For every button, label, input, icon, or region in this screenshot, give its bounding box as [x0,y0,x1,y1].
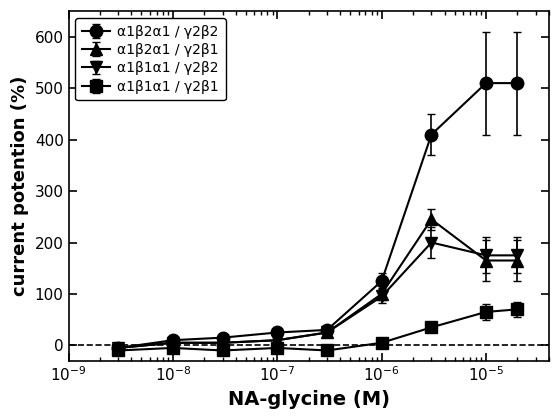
Legend: α1β2α1 / γ2β2, α1β2α1 / γ2β1, α1β1α1 / γ2β2, α1β1α1 / γ2β1: α1β2α1 / γ2β2, α1β2α1 / γ2β1, α1β1α1 / γ… [76,18,226,100]
Y-axis label: current potention (%): current potention (%) [11,76,29,296]
X-axis label: NA-glycine (M): NA-glycine (M) [228,390,390,409]
